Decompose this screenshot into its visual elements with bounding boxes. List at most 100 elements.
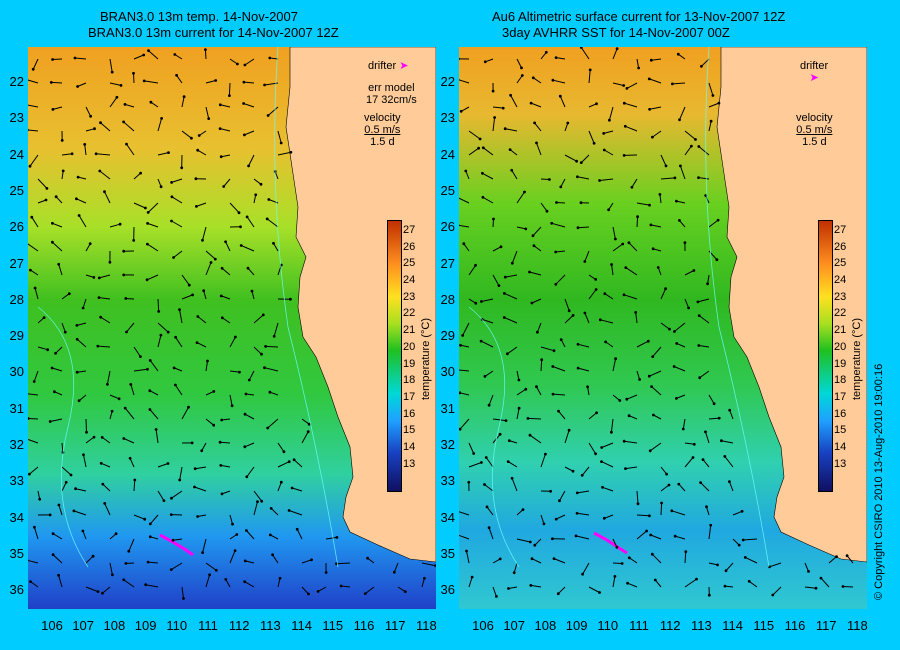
current-vector-head — [202, 289, 206, 293]
current-vector — [147, 222, 159, 228]
left-title-line2: BRAN3.0 13m current for 14-Nov-2007 12Z — [88, 25, 339, 40]
current-vector — [492, 106, 504, 109]
current-vector — [203, 290, 207, 300]
current-vector — [531, 298, 542, 304]
current-vector-head — [481, 146, 485, 150]
current-vector-head — [653, 578, 657, 582]
current-vector — [684, 270, 695, 276]
current-vector-head — [51, 553, 55, 557]
current-vector-head — [51, 532, 55, 536]
right-velocity-legend: velocity 0.5 m/s 1.5 d — [796, 112, 833, 148]
current-vector — [83, 454, 87, 468]
current-vector — [599, 178, 614, 181]
current-vector — [625, 267, 638, 276]
current-vector — [828, 556, 837, 564]
current-vector-head — [557, 409, 560, 413]
current-vector — [463, 243, 470, 252]
current-vector-head — [70, 152, 74, 156]
current-vector-head — [607, 208, 610, 212]
current-vector-head — [99, 121, 102, 125]
current-vector-head — [480, 461, 483, 464]
current-vector — [484, 370, 494, 377]
current-vector — [516, 191, 525, 204]
current-vector — [533, 77, 542, 84]
current-vector-head — [122, 120, 125, 124]
current-vector — [488, 394, 494, 406]
current-vector-head — [316, 590, 320, 593]
current-vector — [171, 178, 183, 183]
current-vector-head — [259, 182, 263, 186]
current-vector-head — [193, 485, 196, 489]
current-vector — [293, 459, 303, 468]
colorbar-tick-label: 26 — [403, 240, 416, 253]
current-vector-head — [28, 128, 29, 132]
current-vector — [76, 338, 87, 348]
current-vector-head — [45, 187, 49, 190]
current-vector — [179, 466, 183, 481]
current-vector — [277, 482, 282, 492]
current-vector-head — [38, 497, 42, 501]
current-vector — [588, 442, 597, 455]
current-vectors — [459, 47, 854, 598]
current-vector-head — [245, 215, 249, 219]
current-vector — [52, 241, 63, 252]
current-vector-head — [700, 64, 703, 68]
current-vector-head — [683, 241, 687, 245]
current-vector-head — [195, 205, 198, 208]
current-vector — [126, 143, 135, 156]
right-title-line2: 3day AVHRR SST for 14-Nov-2007 00Z — [502, 25, 730, 40]
current-vector — [32, 58, 39, 70]
current-vector-head — [33, 286, 37, 290]
current-vector — [61, 322, 66, 333]
colorbar-tick-label: 27 — [403, 224, 416, 236]
current-vector — [564, 154, 577, 162]
current-vector-head — [461, 334, 465, 337]
current-vector-head — [366, 556, 369, 560]
colorbar-tick-label: 23 — [403, 290, 416, 303]
current-vector — [468, 462, 482, 468]
current-vector-head — [707, 593, 711, 597]
current-vector — [552, 79, 566, 84]
current-vector-head — [175, 73, 179, 77]
current-vector-head — [245, 529, 248, 532]
current-vector — [225, 241, 231, 252]
current-vector — [102, 483, 111, 492]
current-vector — [174, 54, 183, 60]
current-vector — [748, 580, 758, 588]
current-vector-head — [524, 387, 528, 391]
longitude-label: 118 — [416, 618, 437, 633]
current-vector-head — [576, 175, 579, 179]
current-vector-head — [485, 505, 489, 509]
current-vector-head — [510, 261, 514, 265]
current-vector-head — [499, 245, 503, 249]
current-vector-head — [601, 485, 604, 489]
right-colorbar — [818, 220, 833, 492]
current-vector-head — [498, 557, 502, 561]
current-vector — [551, 222, 566, 228]
current-vector-head — [479, 339, 483, 343]
current-vector — [468, 147, 479, 156]
current-vector — [581, 466, 590, 476]
current-vector — [507, 346, 518, 355]
current-vector-head — [122, 578, 126, 582]
current-vector — [468, 265, 477, 276]
current-vector — [516, 75, 523, 84]
current-vector-head — [656, 266, 660, 269]
current-vector-head — [771, 593, 775, 597]
current-vector-head — [624, 266, 628, 269]
drifter-track — [159, 533, 194, 557]
current-vector-head — [213, 257, 217, 261]
longitude-label: 112 — [228, 618, 250, 633]
current-vector-head — [196, 515, 200, 518]
current-vector — [52, 58, 63, 60]
current-vector-head — [243, 559, 247, 563]
colorbar-tick-label: 19 — [403, 357, 416, 370]
current-vector — [296, 529, 303, 540]
current-vector — [600, 319, 614, 324]
current-vector-head — [504, 419, 508, 422]
current-vector — [468, 576, 473, 588]
current-vector — [172, 538, 183, 541]
current-vector — [31, 216, 39, 228]
current-vectors — [28, 48, 436, 600]
current-vector — [301, 431, 309, 444]
